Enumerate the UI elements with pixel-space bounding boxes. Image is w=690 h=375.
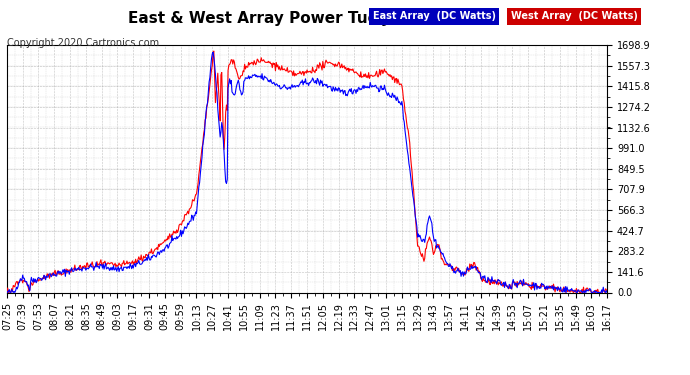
Text: East Array  (DC Watts): East Array (DC Watts) — [373, 11, 495, 21]
Text: West Array  (DC Watts): West Array (DC Watts) — [511, 11, 638, 21]
Text: Copyright 2020 Cartronics.com: Copyright 2020 Cartronics.com — [7, 38, 159, 48]
Text: East & West Array Power Tue Jan 7 16:29: East & West Array Power Tue Jan 7 16:29 — [128, 11, 480, 26]
